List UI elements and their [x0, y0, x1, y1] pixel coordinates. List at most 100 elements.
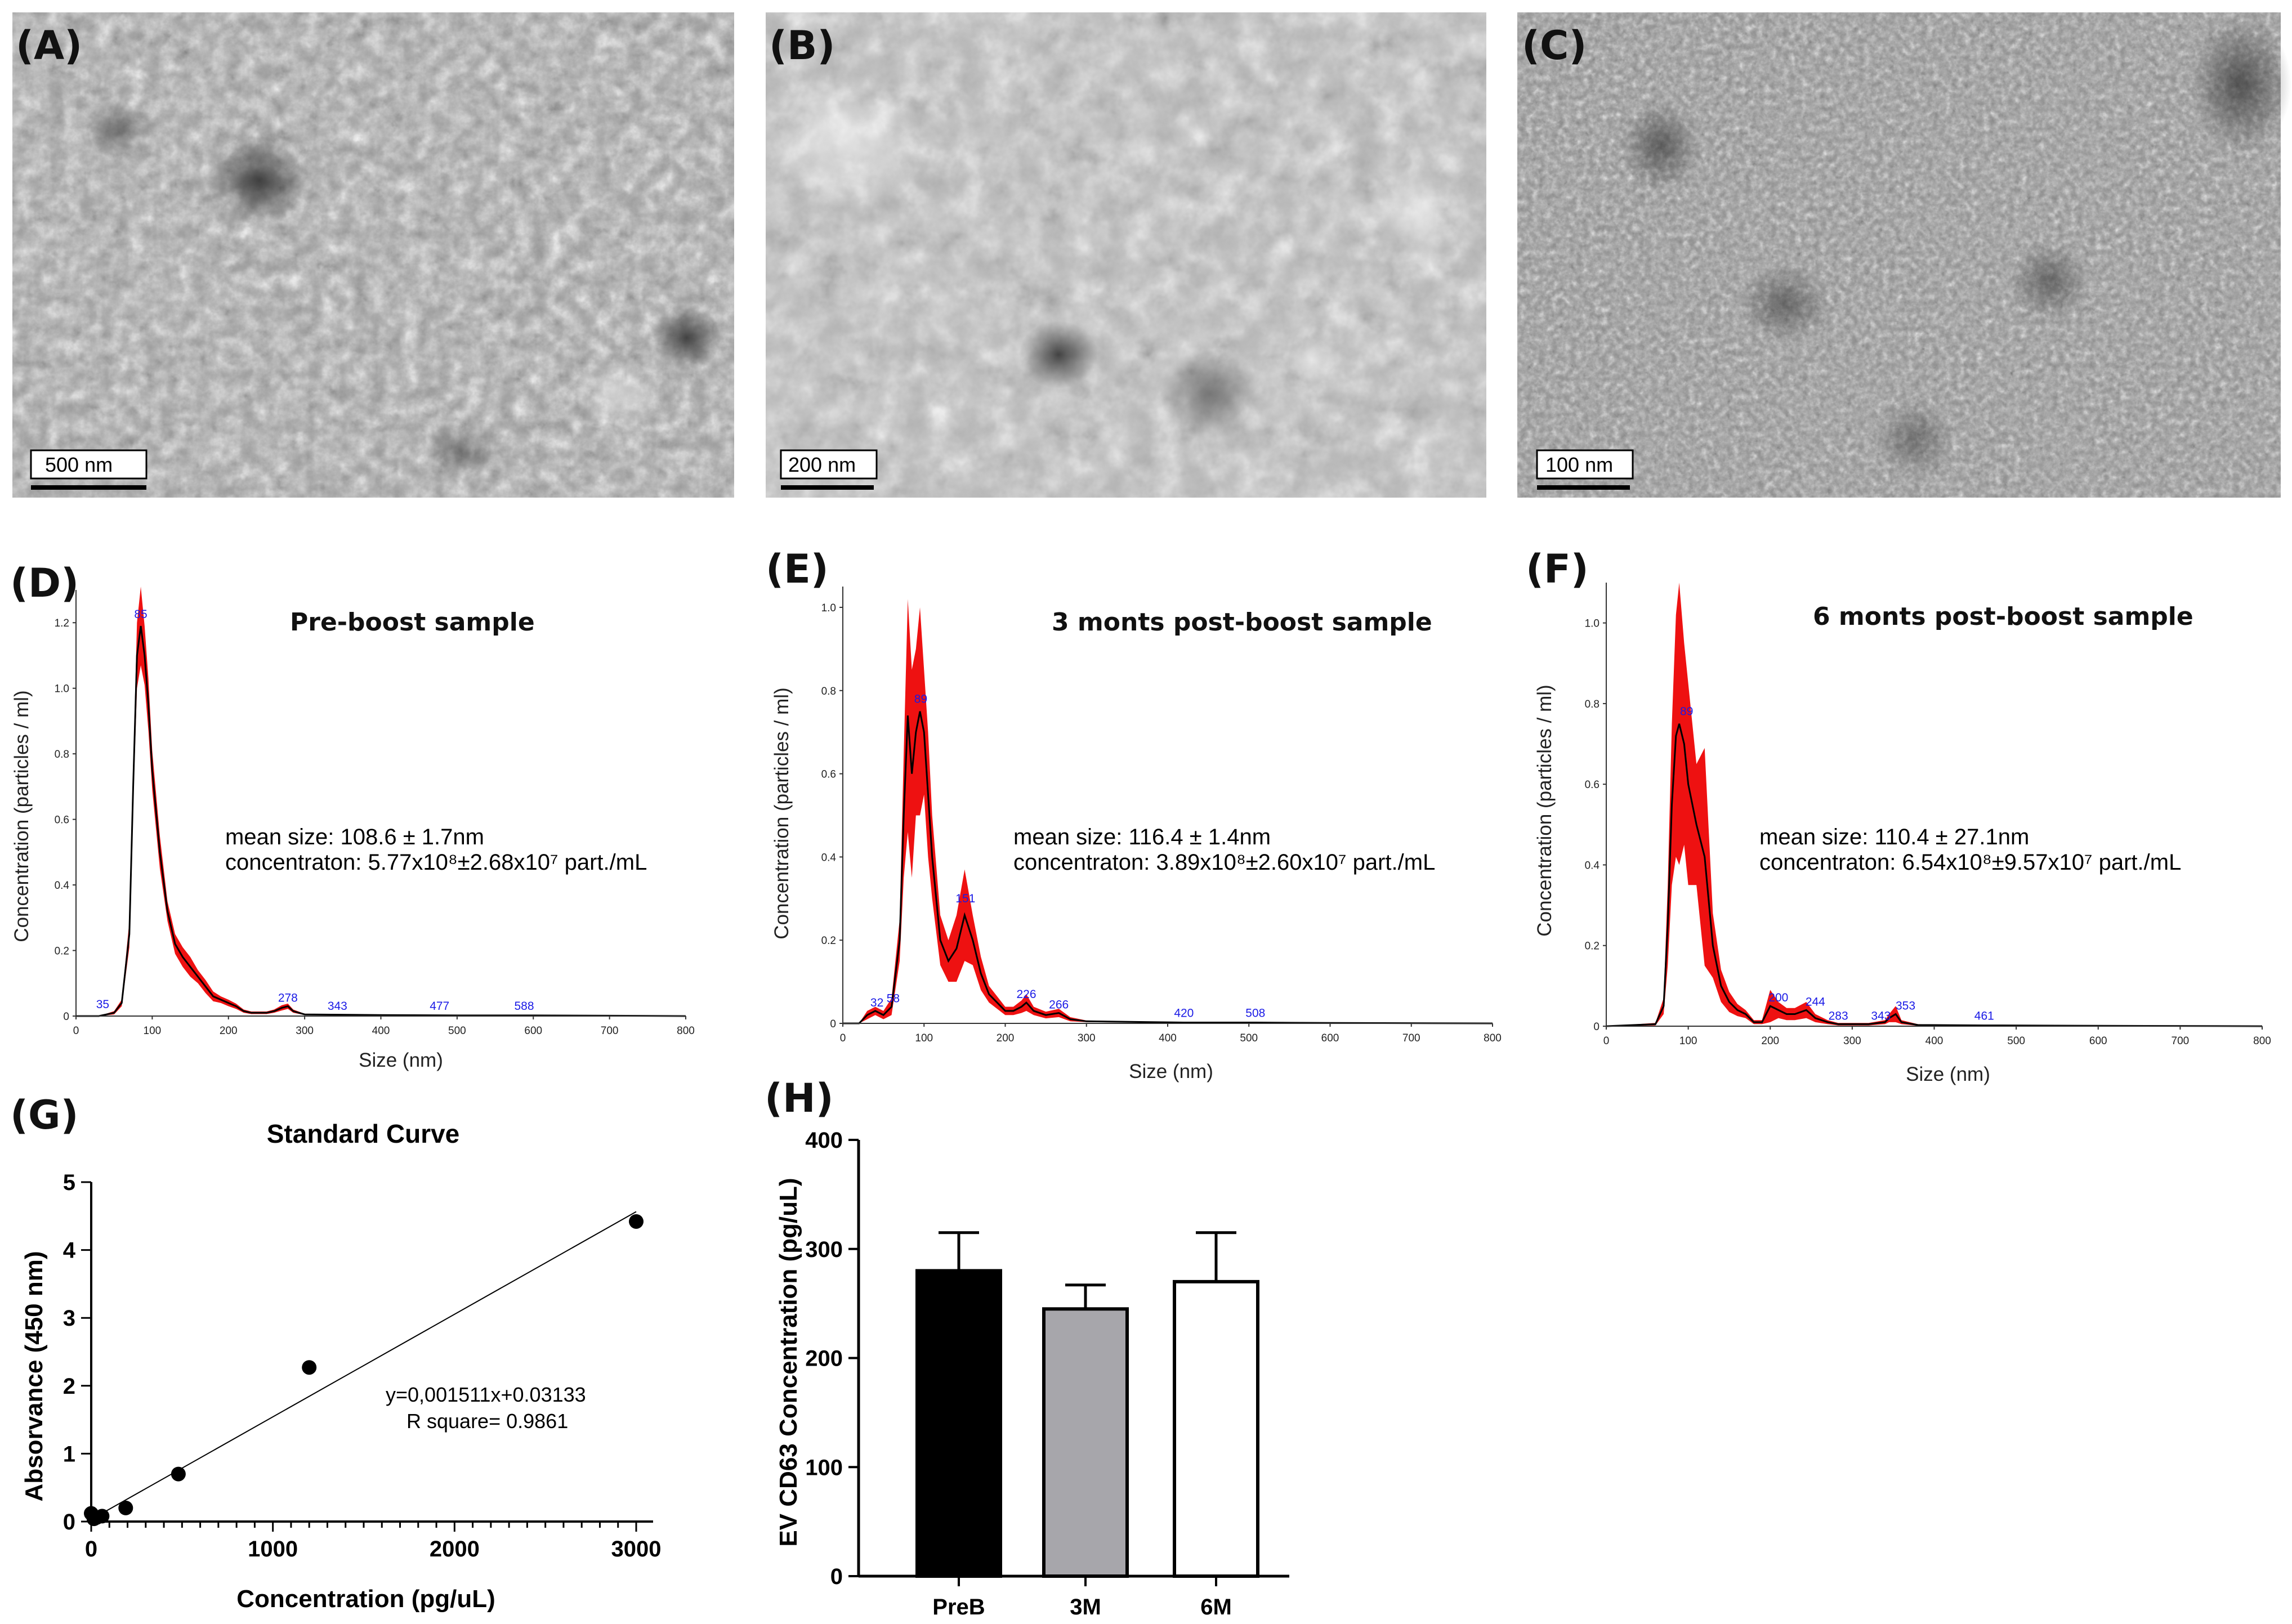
tem-panel-c: (C) 100 nm [1517, 12, 2291, 498]
x-tick-label-f: 100 [1679, 1035, 1697, 1047]
standard-curve-chart: (G) Standard Curve Absorvance (450 nm) C… [10, 1092, 661, 1613]
x-tick-label-d: 600 [524, 1025, 542, 1037]
data-point [629, 1214, 644, 1229]
x-tick-label-g: 3000 [611, 1537, 662, 1562]
y-axis-label-e: Concentration (particles / ml) [771, 687, 793, 939]
peak-label-e: 420 [1174, 1006, 1194, 1019]
y-tick-label-f: 0.2 [1585, 941, 1600, 952]
y-axis-label-d: Concentration (particles / ml) [11, 690, 33, 942]
panel-label-e: (E) [766, 546, 829, 592]
chart-title-e: 3 monts post-boost sample [1052, 608, 1432, 637]
scale-bar-box-c [1536, 449, 1634, 480]
x-tick-label-f: 0 [1603, 1035, 1610, 1047]
y-tick-label-g: 5 [63, 1170, 75, 1195]
x-tick-label-e: 200 [997, 1032, 1015, 1044]
stat-conc-f: concentraton: 6.54x10⁸±9.57x10⁷ part./mL [1759, 850, 2181, 875]
x-tick-label-g: 0 [85, 1537, 97, 1562]
x-tick-label-e: 0 [840, 1032, 846, 1044]
stat-conc-e: concentraton: 3.89x10⁸±2.60x10⁷ part./mL [1013, 850, 1435, 875]
y-axis-label-h: EV CD63 Concentration (pg/uL) [775, 1178, 802, 1546]
scale-bar-box-a [30, 449, 148, 480]
series-line-e [843, 711, 1493, 1024]
y-tick-label-e: 1.0 [821, 602, 836, 614]
y-tick-label-d: 0 [63, 1011, 69, 1023]
bar-PreB [915, 1269, 1002, 1578]
y-tick-label-e: 0.4 [821, 852, 837, 864]
panel-label-a: (A) [16, 23, 82, 69]
x-axis-label-g: Concentration (pg/uL) [236, 1585, 495, 1613]
panel-label-b: (B) [769, 23, 835, 69]
x-tick-label-g: 2000 [430, 1537, 480, 1562]
scale-bar-label-a: 500 nm [45, 453, 113, 476]
y-tick-label-d: 0.2 [55, 946, 69, 958]
y-tick-label-g: 1 [63, 1442, 75, 1466]
x-tick-label-d: 300 [296, 1025, 314, 1037]
error-band-f [1606, 583, 2262, 1026]
peak-label-e: 266 [1049, 999, 1069, 1012]
error-band-e [843, 599, 1493, 1023]
series-line-f [1606, 723, 2263, 1027]
y-axis-label-g: Absorvance (450 nm) [20, 1251, 48, 1501]
x-tick-label-g: 1000 [248, 1537, 298, 1562]
peak-label-d: 343 [328, 1000, 347, 1013]
peak-label-d: 477 [430, 1000, 449, 1013]
x-tick-label-d: 800 [677, 1025, 695, 1037]
nta-chart-e: (E) 3 monts post-boost sample Concentrat… [766, 546, 1502, 1082]
fit-r-square: R square= 0.9861 [406, 1410, 568, 1433]
y-tick-label-e: 0.2 [821, 935, 836, 947]
peak-label-f: 283 [1829, 1009, 1848, 1022]
nta-chart-f: (F) 6 monts post-boost sample Concentrat… [1526, 546, 2271, 1085]
x-tick-label-e: 700 [1402, 1032, 1420, 1044]
scale-bar-a [31, 485, 146, 490]
y-tick-label-d: 1.2 [55, 618, 69, 629]
tem-panel-b: (B) 200 nm [760, 12, 1486, 498]
x-tick-label-f: 600 [2089, 1035, 2107, 1047]
y-tick-label-h: 100 [805, 1455, 843, 1480]
bar-6M [1173, 1279, 1259, 1578]
x-tick-label-3M: 3M [1070, 1595, 1101, 1619]
y-tick-label-f: 0.8 [1585, 699, 1600, 710]
x-tick-label-e: 100 [915, 1032, 933, 1044]
x-axis-label-f: Size (nm) [1906, 1063, 1990, 1085]
fit-equation: y=0,001511x+0.03133 [386, 1383, 586, 1406]
y-tick-label-g: 2 [63, 1374, 75, 1399]
x-tick-label-f: 300 [1843, 1035, 1861, 1047]
x-tick-label-d: 700 [601, 1025, 619, 1037]
peak-label-d: 588 [514, 1000, 534, 1013]
y-tick-label-h: 200 [805, 1346, 843, 1371]
x-tick-label-e: 400 [1159, 1032, 1177, 1044]
y-tick-label-f: 0.6 [1585, 779, 1600, 791]
x-tick-label-f: 800 [2253, 1035, 2271, 1047]
tem-panel-a: (A) 500 nm [12, 12, 734, 498]
bar-3M [1042, 1307, 1129, 1578]
y-tick-label-f: 0 [1593, 1021, 1600, 1033]
x-tick-label-6M: 6M [1200, 1595, 1232, 1619]
x-tick-label-d: 400 [372, 1025, 390, 1037]
y-tick-label-d: 0.4 [55, 880, 70, 892]
panel-label-f: (F) [1526, 546, 1589, 592]
y-axis-label-f: Concentration (particles / ml) [1534, 685, 1556, 936]
x-tick-label-e: 600 [1321, 1032, 1339, 1044]
x-tick-label-d: 0 [73, 1025, 79, 1037]
x-axis-label-d: Size (nm) [359, 1049, 443, 1071]
peak-label-e: 58 [887, 992, 900, 1005]
y-tick-label-d: 1.0 [55, 683, 69, 695]
y-tick-label-e: 0.8 [821, 686, 836, 697]
y-tick-label-d: 0.8 [55, 749, 69, 760]
peak-label-f: 343 [1871, 1009, 1891, 1022]
scale-bar-b [781, 485, 874, 490]
scale-bar-box-b [780, 449, 878, 480]
y-tick-label-d: 0.6 [55, 815, 69, 826]
error-band-d [76, 587, 686, 1016]
peak-label-e: 32 [870, 996, 883, 1009]
panel-label-c: (C) [1522, 23, 1587, 69]
stat-mean-d: mean size: 108.6 ± 1.7nm [225, 825, 484, 849]
peak-label-e: 89 [914, 692, 927, 705]
x-tick-label-f: 500 [2007, 1035, 2025, 1047]
stat-conc-d: concentraton: 5.77x10⁸±2.68x10⁷ part./mL [225, 850, 647, 875]
y-tick-label-h: 300 [805, 1237, 843, 1262]
panel-label-g: (G) [10, 1092, 78, 1138]
panel-label-h: (H) [765, 1075, 834, 1121]
y-tick-label-g: 0 [63, 1510, 75, 1534]
panel-label-d: (D) [10, 560, 79, 606]
